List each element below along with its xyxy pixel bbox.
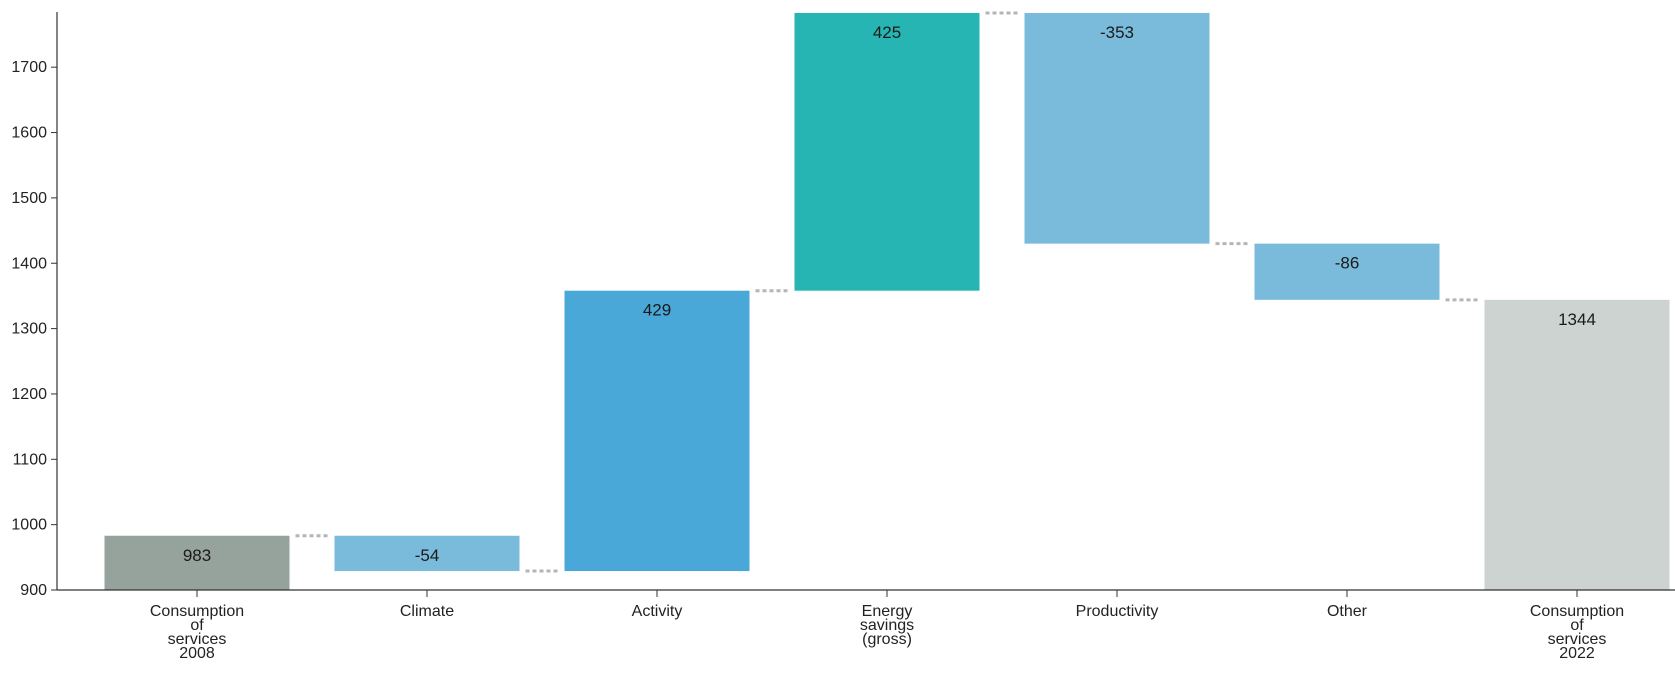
x-category-label-line: savings (860, 617, 914, 634)
x-category-label: Climate (400, 603, 454, 620)
x-category-label-line: services (1548, 631, 1607, 648)
bar-value-label: 983 (183, 546, 211, 565)
x-category-label-line: Energy (862, 603, 913, 620)
value-label-layer: 983 -54 429 425 -353 -86 1344 (183, 23, 1596, 565)
y-tick-label: 900 (20, 582, 47, 599)
y-tick-label: 1500 (11, 190, 47, 207)
bar-value-label: 425 (873, 23, 901, 42)
bar-value-label: -86 (1335, 254, 1360, 273)
x-category-label-line: Consumption (150, 603, 244, 620)
y-axis: 900 1000 1100 1200 1300 1400 1500 1600 1700 (11, 12, 58, 599)
x-category-label-line: 2022 (1559, 645, 1595, 662)
waterfall-bar (104, 535, 290, 590)
bar-layer (104, 12, 1670, 590)
x-category-label-line: services (168, 631, 227, 648)
x-category-label-line: Other (1327, 603, 1368, 620)
x-category-label: Consumption of services 2022 (1530, 603, 1624, 662)
y-tick-label: 1100 (13, 451, 48, 468)
x-category-label-line: of (190, 617, 204, 634)
x-category-label-line: Activity (632, 603, 683, 620)
x-category-label: Consumption of services 2008 (150, 603, 244, 662)
x-category-label: Energy savings (gross) (860, 603, 914, 648)
waterfall-bar (1024, 12, 1210, 244)
y-tick-label: 1000 (11, 517, 47, 534)
y-tick-label: 1200 (11, 386, 47, 403)
bar-value-label: -353 (1100, 23, 1134, 42)
waterfall-bar (334, 535, 520, 572)
bar-value-label: 1344 (1558, 310, 1596, 329)
waterfall-bar (794, 12, 980, 291)
x-category-label: Other (1327, 603, 1368, 620)
connector-layer (295, 11, 1479, 573)
x-category-label: Productivity (1076, 603, 1159, 620)
x-category-label-line: Consumption (1530, 603, 1624, 620)
x-category-label: Activity (632, 603, 683, 620)
x-category-label-line: (gross) (862, 631, 912, 648)
x-category-label-line: Productivity (1076, 603, 1159, 620)
y-tick-label: 1600 (11, 125, 47, 142)
x-category-label-line: 2008 (179, 645, 215, 662)
y-tick-label: 1400 (11, 255, 47, 272)
bar-value-label: -54 (415, 546, 440, 565)
y-tick-label: 1700 (11, 59, 47, 76)
waterfall-bar (564, 290, 750, 572)
x-category-label-line: Climate (400, 603, 454, 620)
y-tick-label: 1300 (11, 321, 47, 338)
bar-value-label: 429 (643, 301, 671, 320)
waterfall-bar (1254, 243, 1440, 300)
x-category-label-line: of (1570, 617, 1584, 634)
waterfall-bar (1484, 299, 1670, 590)
